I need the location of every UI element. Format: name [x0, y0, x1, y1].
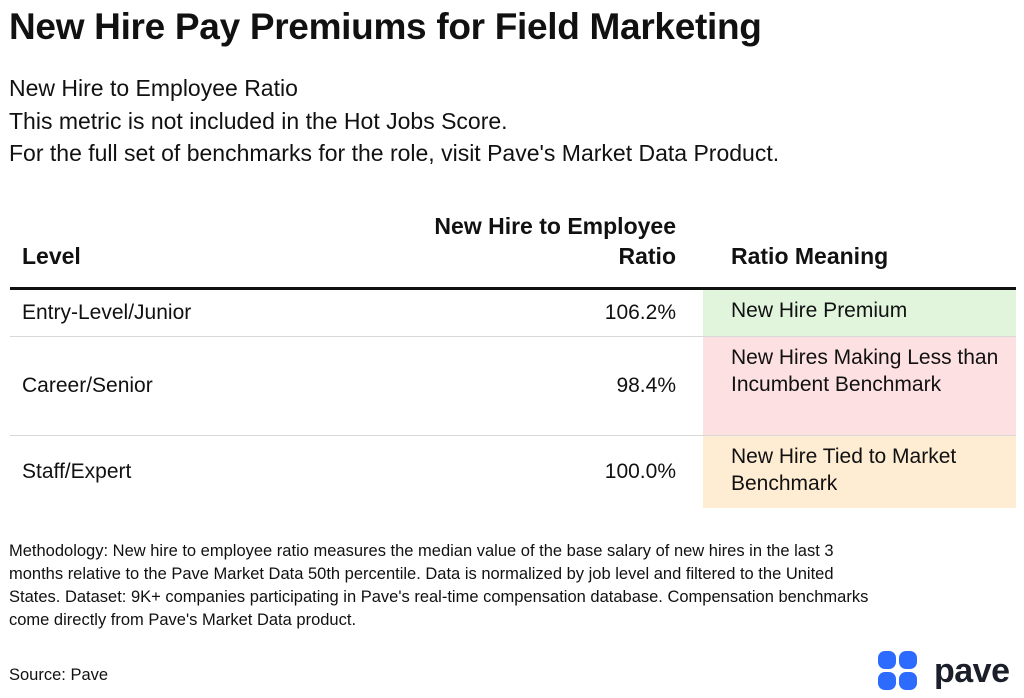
level-cell: Staff/Expert [22, 460, 132, 483]
column-header-level: Level [22, 243, 81, 269]
ratio-meaning-cell: New Hire Premium [703, 290, 1016, 336]
ratio-cell: 106.2% [604, 301, 676, 324]
ratio-meaning-cell: New Hires Making Less than Incumbent Ben… [703, 337, 1016, 435]
subtitle-line-note: This metric is not included in the Hot J… [9, 107, 508, 134]
subtitle-line-benchmarks: For the full set of benchmarks for the r… [9, 140, 780, 166]
ratio-cell: 98.4% [616, 374, 676, 397]
table-row: Career/Senior 98.4% New Hires Making Les… [10, 337, 1016, 436]
table-header: Level New Hire to Employee Ratio Ratio M… [10, 207, 1016, 290]
subtitle-line-metric: New Hire to Employee Ratio [9, 75, 298, 101]
column-header-meaning: Ratio Meaning [731, 243, 889, 269]
subtitle-block: New Hire to Employee Ratio This metric i… [9, 72, 779, 170]
level-cell: Career/Senior [22, 374, 153, 397]
column-header-ratio: New Hire to Employee Ratio [434, 213, 676, 269]
source-note: Source: Pave [9, 666, 109, 684]
methodology-note: Methodology: New hire to employee ratio … [9, 542, 869, 629]
table-row: Entry-Level/Junior 106.2% New Hire Premi… [10, 290, 1016, 337]
page-title: New Hire Pay Premiums for Field Marketin… [9, 6, 762, 47]
table-row: Staff/Expert 100.0% New Hire Tied to Mar… [10, 436, 1016, 508]
ratio-cell: 100.0% [604, 460, 676, 483]
ratio-table: Level New Hire to Employee Ratio Ratio M… [10, 207, 1016, 508]
pave-logo-icon [878, 651, 920, 691]
pave-logo-text: pave [934, 652, 1010, 690]
ratio-meaning-cell: New Hire Tied to Market Benchmark [703, 436, 1016, 508]
pave-logo: pave [878, 651, 1010, 691]
level-cell: Entry-Level/Junior [22, 301, 192, 324]
